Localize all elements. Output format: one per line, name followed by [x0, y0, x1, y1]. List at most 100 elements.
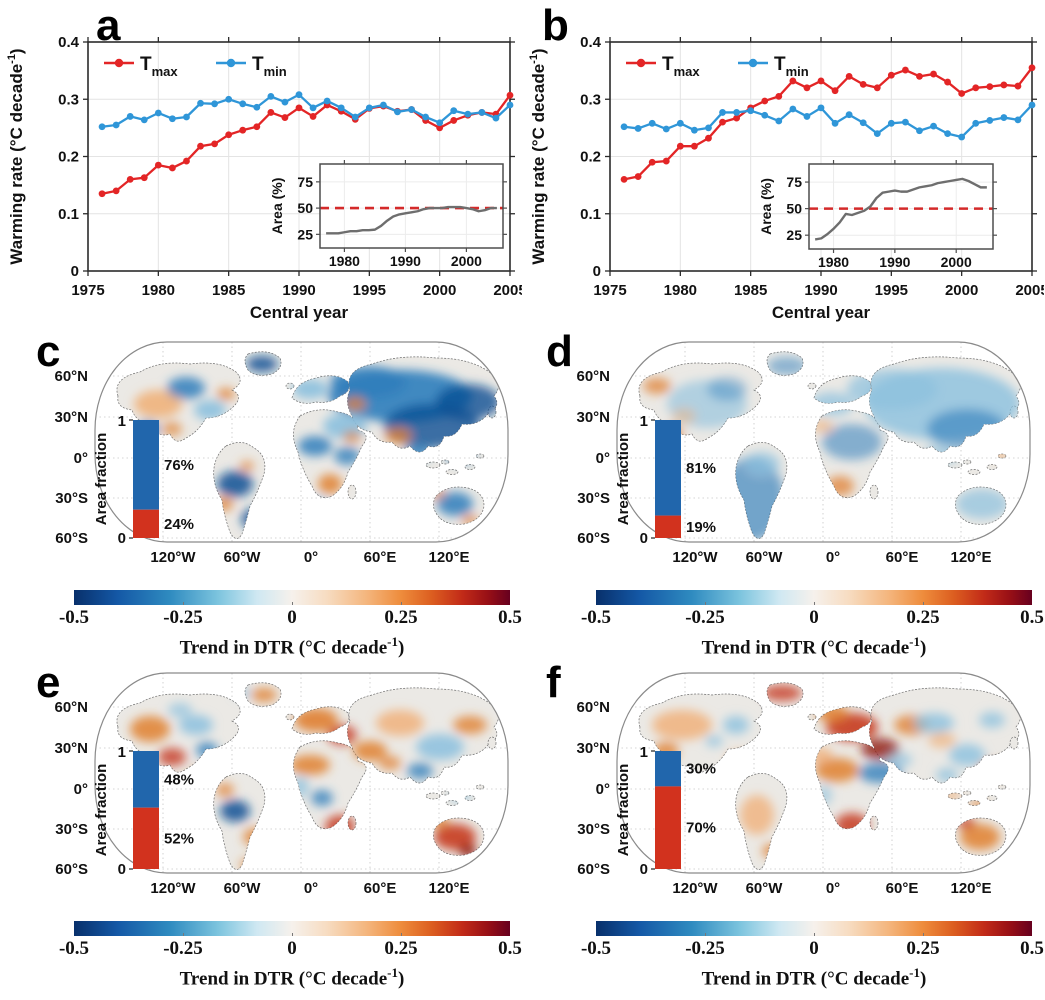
colorbar-caption: Trend in DTR (°C decade-1): [596, 965, 1032, 990]
y-tick-label: 0.1: [580, 206, 601, 223]
colorbar-tick: 0.5: [1020, 938, 1044, 960]
panel-e: e 60°N 30°N 0° 30°S 60°S 120°W 60°W 0° 60°E 120°E…: [0, 661, 522, 990]
colorbar-tick: 0.5: [1020, 607, 1044, 628]
colorbar-d: -0.5 -0.25 0 0.25 0.5 Trend in DTR (°C d…: [581, 590, 1044, 659]
map-projection-area: [95, 673, 508, 874]
maps-row-2: e 60°N 30°N 0° 30°S 60°S 120°W 60°W 0° 60°E 120°E…: [0, 661, 1045, 990]
panel-letter-f: f: [546, 658, 561, 708]
inset-y-tick: 75: [297, 174, 313, 190]
x-tick-label: 1980: [142, 282, 175, 299]
positive-fraction-segment: [133, 807, 159, 870]
dtr-trend-field: [134, 356, 500, 530]
area-fraction-bar: 1 0 81% 19% Area fraction: [615, 413, 716, 547]
bar-tick-1: 1: [640, 744, 648, 761]
colorbar-caption-post: ): [919, 637, 927, 659]
colorbar-tick: 0: [287, 607, 297, 628]
lon-tick-label: 60°E: [364, 549, 397, 566]
x-axis-label: Central year: [772, 303, 871, 322]
y-tick-label: 0.2: [58, 149, 79, 166]
inset-y-tick: 75: [786, 174, 802, 190]
colorbar-tick: -0.5: [58, 938, 90, 960]
map-boundary: [616, 672, 1031, 874]
maps-row-1: c 60°N 30°N 0° 30°S 60°S 120°W 60°W 0° 60°E 120°E…: [0, 330, 1045, 659]
panel-letter-d: d: [546, 327, 573, 376]
tick-marks: [83, 37, 515, 276]
lat-tick-label: 30°N: [576, 740, 610, 757]
bar-tick-0: 0: [640, 861, 648, 878]
map-boundary: [616, 341, 1031, 543]
area-fraction-bar: 1 0 30% 70% Area fraction: [615, 744, 716, 878]
panel-f: f 60°N 30°N 0° 30°S 60°S 120°W 60°W 0° 60°E 120°E…: [522, 661, 1045, 990]
area-fraction-bar: 1 0 76% 24% Area fraction: [93, 413, 194, 547]
inset-y-tick: 50: [786, 201, 802, 217]
lon-tick-label: 60°E: [364, 880, 397, 897]
inset-x-tick: 1980: [818, 254, 849, 270]
positive-fraction-segment: [133, 509, 159, 538]
panel-letter-c: c: [36, 327, 61, 376]
red-percent-label: 24%: [164, 516, 194, 533]
colorbar-gradient: [74, 590, 510, 605]
colorbar-caption-post: ): [397, 637, 405, 659]
colorbar-tick: 0.25: [384, 938, 418, 960]
lon-tick-label: 60°W: [746, 549, 784, 566]
map-boundary: [94, 672, 509, 874]
lon-tick-label: 0°: [304, 549, 318, 566]
lon-tick-label: 60°W: [224, 549, 262, 566]
y-axis-label: Warming rate (°C decade-1): [528, 48, 548, 264]
x-tick-label: 1985: [734, 282, 767, 299]
inset-x-tick: 1980: [329, 253, 360, 269]
blue-percent-label: 48%: [164, 772, 194, 789]
negative-fraction-segment: [655, 420, 681, 516]
inset-x-tick: 1990: [879, 254, 910, 270]
lat-tick-label: 60°S: [577, 530, 610, 547]
x-tick-label: 1975: [71, 282, 104, 299]
x-tick-label: 1995: [875, 282, 908, 299]
y-tick-label: 0.3: [580, 91, 601, 108]
colorbar-caption-post: ): [919, 968, 927, 990]
area-fraction-axis-label: Area fraction: [93, 433, 110, 526]
lon-tick-label: 60°E: [886, 549, 919, 566]
y-tick-label: 0.3: [58, 91, 79, 108]
x-tick-label: 1990: [804, 282, 837, 299]
red-percent-label: 70%: [686, 820, 716, 837]
colorbar-tick: -0.25: [685, 938, 725, 960]
colorbar-caption-sup: -1: [909, 634, 920, 649]
lat-tick-label: 0°: [74, 781, 88, 798]
series-Tmin: [98, 91, 514, 131]
panel-d: d 60°N 30°N 0° 30°S 60°S 120°W 60°W 0° 60°E 120°E…: [522, 330, 1045, 659]
negative-fraction-segment: [133, 420, 159, 510]
y-tick-label: 0.4: [58, 34, 80, 51]
lon-tick-label: 120°E: [428, 549, 469, 566]
colorbar-caption: Trend in DTR (°C decade-1): [596, 634, 1032, 659]
colorbar-tick: 0: [287, 938, 297, 960]
colorbar-tick: 0.25: [906, 607, 940, 628]
warming-rate-chart-b: 1975 1980 1985 1990 1995 2000 2005 0 0.1 0.2 0.3 0.…: [528, 34, 1044, 322]
negative-fraction-segment: [133, 751, 159, 808]
positive-fraction-segment: [655, 515, 681, 538]
colorbar-notch: [292, 602, 293, 605]
colorbar-ticks: -0.5 -0.25 0 0.25 0.5: [59, 607, 522, 633]
colorbar-c: -0.5 -0.25 0 0.25 0.5 Trend in DTR (°C d…: [59, 590, 522, 659]
y-axis-label: Warming rate (°C decade-1): [6, 48, 26, 264]
colorbar-tick: 0: [809, 607, 819, 628]
legend-label-Tmin: Tmin: [252, 54, 287, 79]
colorbar-caption: Trend in DTR (°C decade-1): [74, 965, 510, 990]
inset-x-tick: 2000: [451, 253, 482, 269]
colorbar-tick: -0.5: [58, 607, 90, 628]
red-percent-label: 19%: [686, 519, 716, 536]
colorbar-caption-pre: Trend in DTR (°C decade: [179, 637, 388, 659]
y-tick-label: 0.4: [580, 34, 602, 51]
colorbar-notch: [183, 602, 184, 605]
red-percent-label: 52%: [164, 831, 194, 848]
x-tick-label: 2005: [1015, 282, 1044, 299]
lat-tick-label: 30°S: [55, 490, 88, 507]
bar-tick-0: 0: [118, 530, 126, 547]
lon-tick-label: 0°: [826, 549, 840, 566]
colorbar-caption-sup: -1: [387, 634, 398, 649]
y-tick-label: 0.1: [58, 206, 79, 223]
lat-tick-label: 60°N: [54, 699, 88, 716]
bar-tick-1: 1: [640, 413, 648, 430]
bar-tick-1: 1: [118, 413, 126, 430]
lon-tick-label: 60°W: [224, 880, 262, 897]
